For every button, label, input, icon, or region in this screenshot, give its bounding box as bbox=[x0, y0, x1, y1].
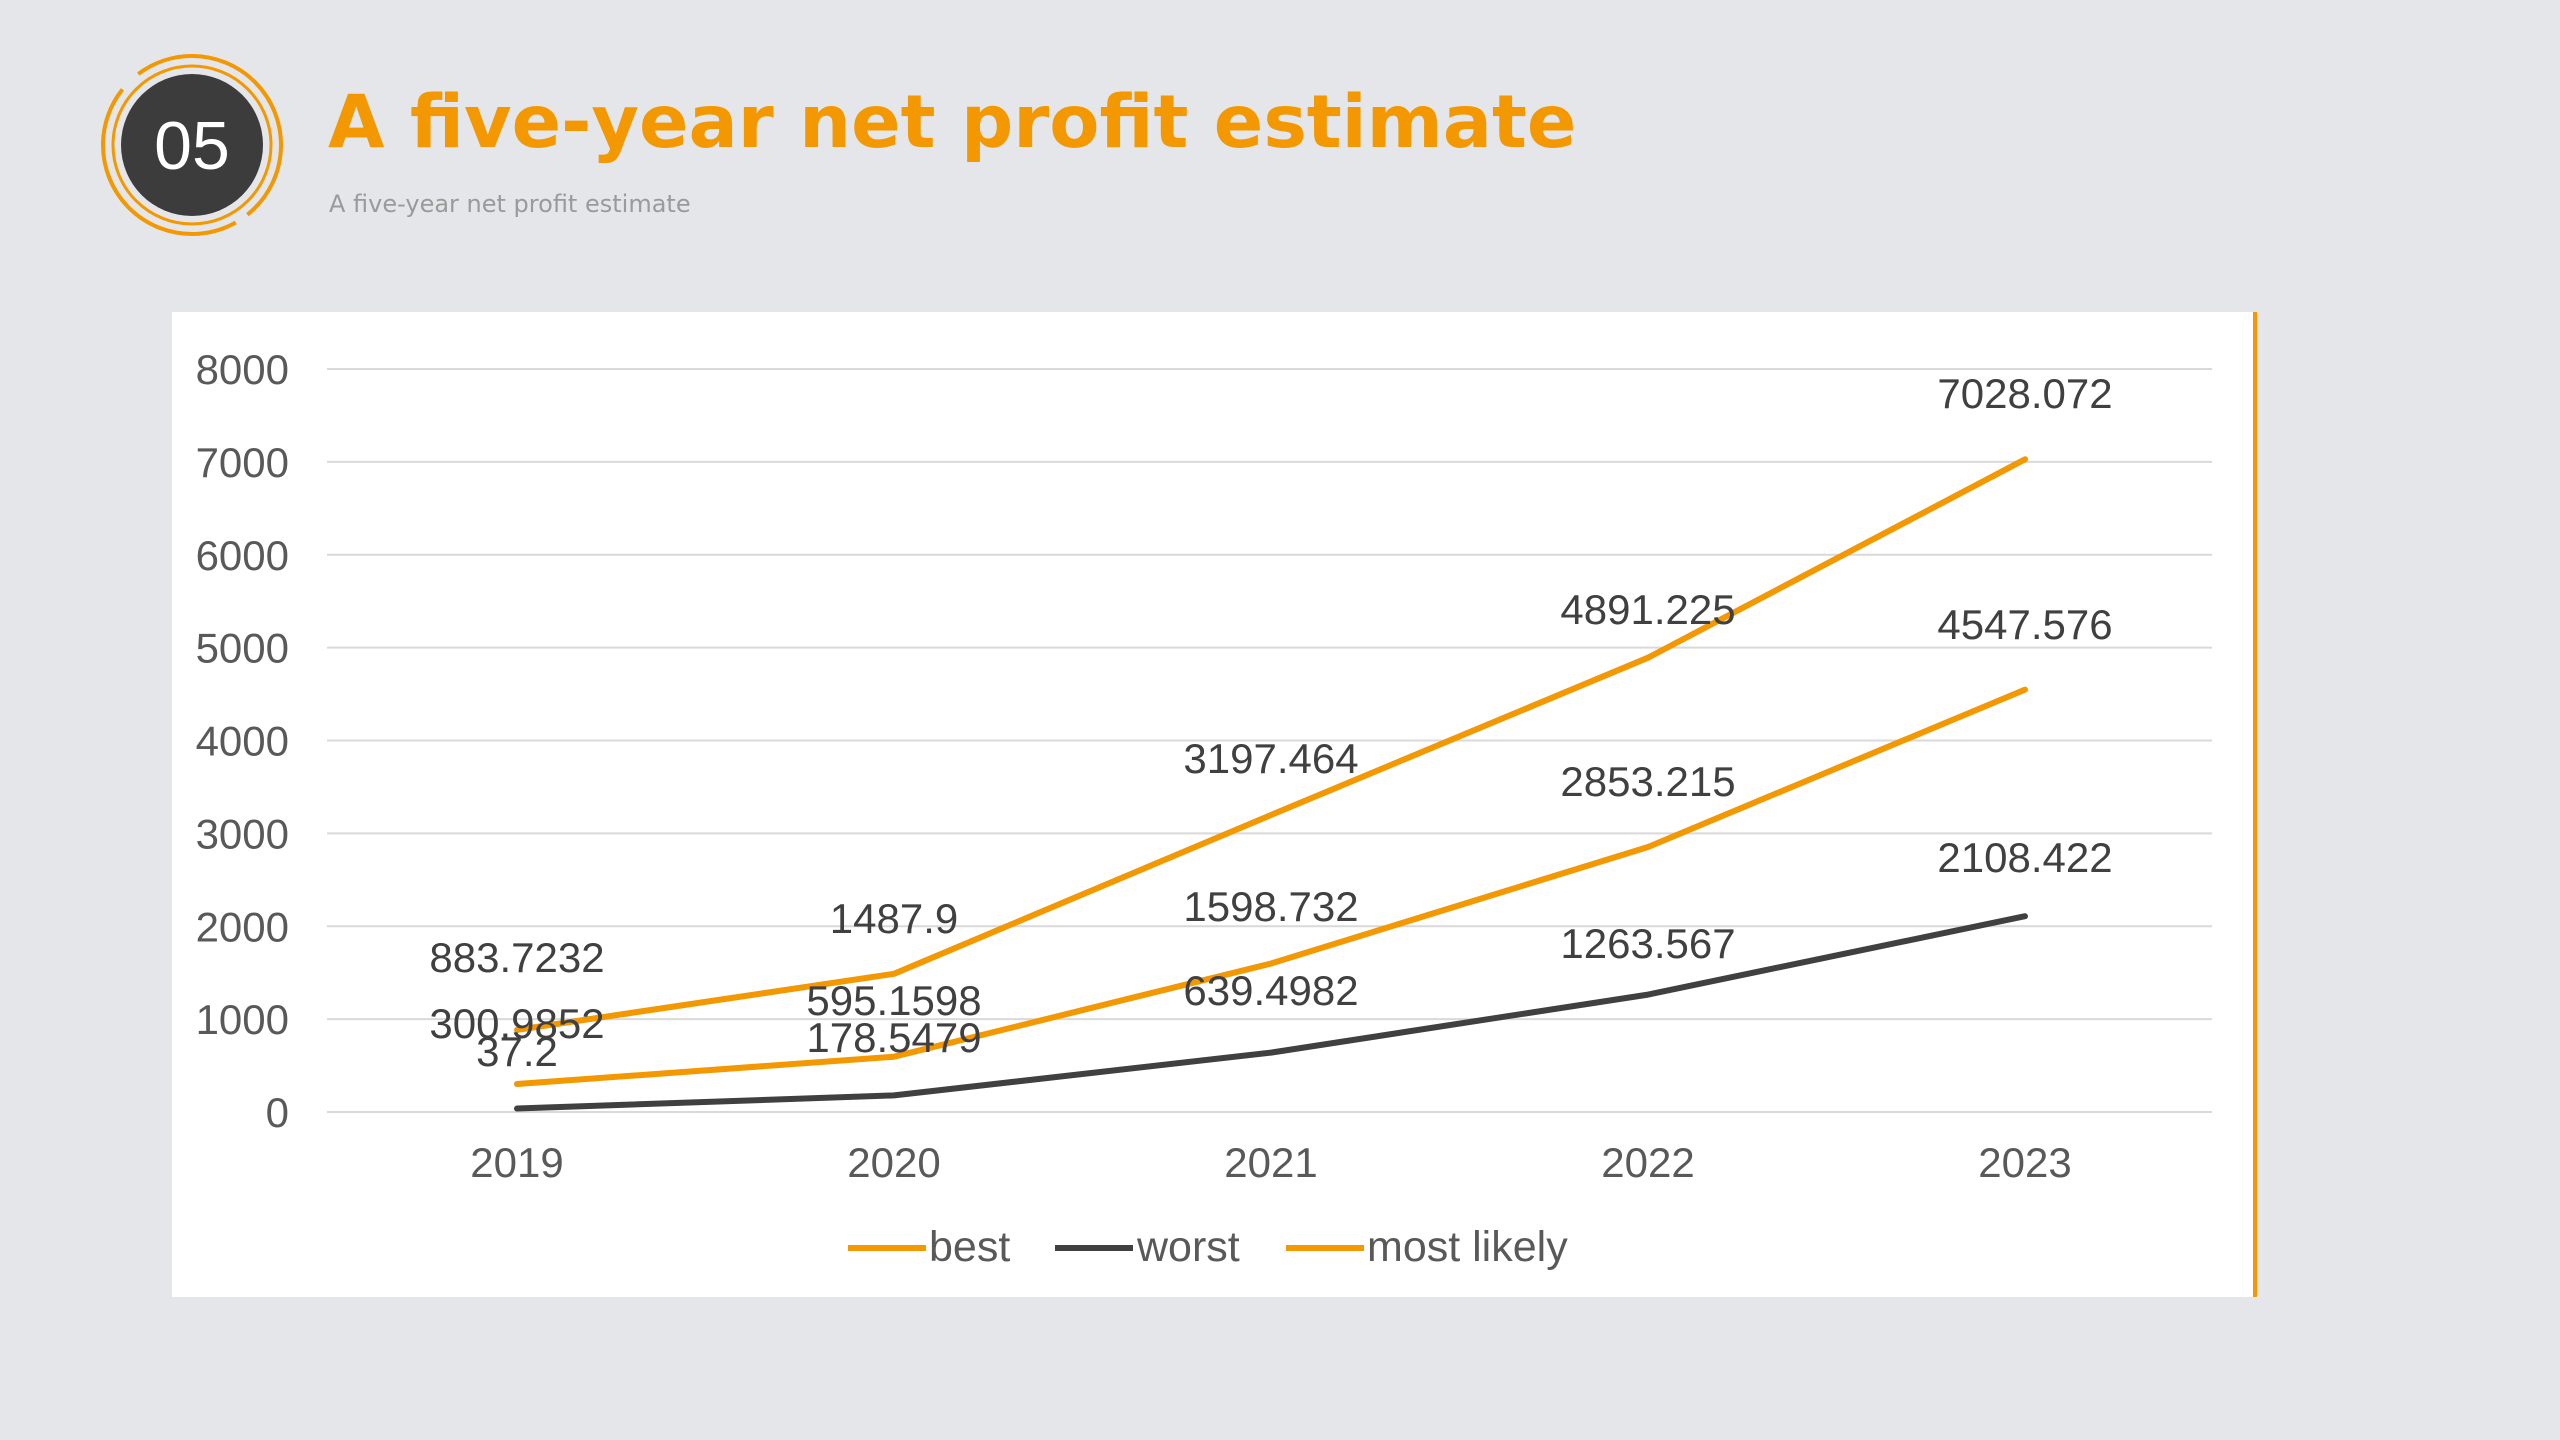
y-tick-label: 6000 bbox=[196, 532, 289, 579]
chart-legend: best worst most likely bbox=[848, 1223, 1568, 1271]
data-label: 178.5479 bbox=[806, 1014, 981, 1061]
x-tick-label: 2023 bbox=[1978, 1139, 2071, 1186]
chart-panel: 0 1000 2000 3000 4000 5000 6000 7000 8000 2019 20… bbox=[172, 312, 2255, 1297]
legend-label: most likely bbox=[1367, 1223, 1568, 1271]
section-number-badge: 05 bbox=[97, 50, 287, 240]
badge-number: 05 bbox=[154, 108, 230, 184]
y-axis-ticks: 0 1000 2000 3000 4000 5000 6000 7000 8000 bbox=[196, 346, 289, 1136]
data-label: 595.1598 bbox=[806, 977, 981, 1024]
data-label: 1487.9 bbox=[830, 895, 958, 942]
chart-gridlines bbox=[327, 368, 2212, 1113]
x-tick-label: 2022 bbox=[1601, 1139, 1694, 1186]
badge-disc bbox=[121, 74, 263, 216]
data-label: 2108.422 bbox=[1937, 834, 2112, 881]
legend-label: worst bbox=[1136, 1223, 1240, 1271]
page-subtitle: A five-year net profit estimate bbox=[329, 190, 691, 218]
data-label: 3197.464 bbox=[1183, 735, 1358, 782]
x-tick-label: 2020 bbox=[847, 1139, 940, 1186]
y-tick-label: 8000 bbox=[196, 346, 289, 393]
data-label: 1598.732 bbox=[1183, 883, 1358, 930]
data-labels: 883.7232 1487.9 3197.464 4891.225 7028.072 37… bbox=[429, 370, 2112, 1075]
data-label: 4891.225 bbox=[1560, 586, 1735, 633]
data-label: 300.9852 bbox=[429, 1000, 604, 1047]
chart-series bbox=[514, 456, 2028, 1112]
y-tick-label: 1000 bbox=[196, 996, 289, 1043]
x-axis-ticks: 2019 2020 2021 2022 2023 bbox=[470, 1139, 2071, 1186]
y-tick-label: 3000 bbox=[196, 810, 289, 857]
y-tick-label: 7000 bbox=[196, 439, 289, 486]
data-label: 2853.215 bbox=[1560, 758, 1735, 805]
data-label: 1263.567 bbox=[1560, 920, 1735, 967]
badge-outer-arc bbox=[191, 144, 283, 236]
badge-ring-graphic: 05 bbox=[101, 54, 283, 236]
y-tick-label: 0 bbox=[266, 1089, 289, 1136]
chart-panel-edge bbox=[2253, 312, 2257, 1297]
data-label: 7028.072 bbox=[1937, 370, 2112, 417]
series-line-most-likely bbox=[514, 686, 2028, 1087]
badge-outer-arc bbox=[101, 54, 193, 146]
y-tick-label: 2000 bbox=[196, 903, 289, 950]
data-label: 883.7232 bbox=[429, 934, 604, 981]
legend-label: best bbox=[929, 1223, 1010, 1271]
x-tick-label: 2019 bbox=[470, 1139, 563, 1186]
y-tick-label: 5000 bbox=[196, 625, 289, 672]
x-tick-label: 2021 bbox=[1224, 1139, 1317, 1186]
y-tick-label: 4000 bbox=[196, 718, 289, 765]
data-label: 639.4982 bbox=[1183, 967, 1358, 1014]
data-label: 37.2 bbox=[476, 1028, 558, 1075]
data-label: 4547.576 bbox=[1937, 601, 2112, 648]
badge-inner-ring bbox=[111, 64, 273, 226]
series-line-worst bbox=[514, 913, 2028, 1112]
badge-outer-arc bbox=[191, 54, 283, 146]
series-line-best bbox=[514, 456, 2028, 1033]
badge-outer-arc bbox=[101, 144, 193, 236]
page-title: A five-year net profit estimate bbox=[328, 80, 1577, 165]
